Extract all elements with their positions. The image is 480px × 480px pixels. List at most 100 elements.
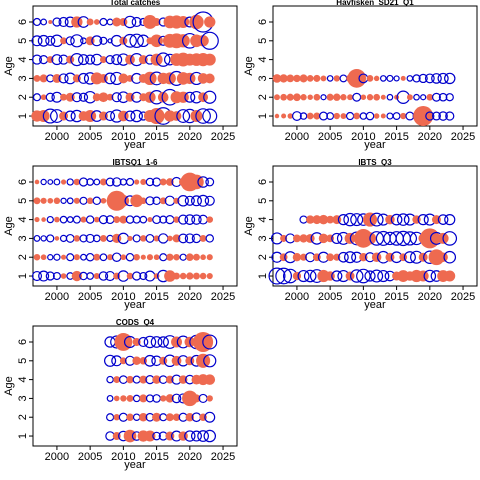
positive-bubble xyxy=(60,254,67,260)
x-tick-label: 2020 xyxy=(418,131,442,143)
negative-bubble xyxy=(106,413,115,422)
negative-bubble xyxy=(445,111,455,121)
negative-bubble xyxy=(159,215,168,224)
negative-bubble xyxy=(138,336,149,348)
negative-bubble xyxy=(444,214,456,226)
positive-bubble xyxy=(48,19,53,24)
positive-bubble xyxy=(192,394,201,403)
positive-bubble xyxy=(71,270,83,282)
y-tick-label: 1 xyxy=(17,273,29,279)
negative-bubble xyxy=(423,269,437,283)
negative-bubble xyxy=(78,54,90,66)
x-tick-label: 2000 xyxy=(45,451,69,463)
y-tick-label: 6 xyxy=(17,179,29,185)
negative-bubble xyxy=(125,177,135,187)
positive-bubble xyxy=(366,75,374,82)
y-tick-label: 4 xyxy=(257,217,269,223)
negative-bubble xyxy=(132,375,141,384)
negative-bubble xyxy=(200,31,219,50)
positive-bubble xyxy=(326,93,334,101)
negative-bubble xyxy=(418,73,428,84)
negative-bubble xyxy=(132,413,141,421)
negative-bubble xyxy=(205,234,215,243)
negative-bubble xyxy=(205,177,215,187)
negative-bubble xyxy=(72,215,81,224)
plot-frame xyxy=(32,325,238,447)
y-tick-label: 4 xyxy=(257,57,269,63)
negative-bubble xyxy=(31,54,43,65)
positive-bubble xyxy=(199,272,207,280)
negative-bubble xyxy=(79,234,88,243)
panel-title: Total catches xyxy=(110,0,161,7)
positive-bubble xyxy=(306,215,315,224)
positive-bubble xyxy=(147,217,153,223)
negative-bubble xyxy=(106,18,114,26)
positive-bubble xyxy=(93,216,100,223)
negative-bubble xyxy=(326,75,334,82)
positive-bubble xyxy=(204,73,215,84)
y-tick-label: 1 xyxy=(257,273,269,279)
positive-bubble xyxy=(184,72,196,85)
panel-title: IBTS_Q3 xyxy=(358,158,392,167)
positive-bubble xyxy=(373,113,380,119)
positive-bubble xyxy=(197,35,209,47)
negative-bubble xyxy=(402,231,418,246)
positive-bubble xyxy=(172,413,181,421)
positive-bubble xyxy=(148,108,165,125)
positive-bubble xyxy=(139,412,148,422)
negative-bubble xyxy=(106,375,114,384)
negative-bubble xyxy=(111,54,123,66)
positive-bubble xyxy=(140,178,147,186)
positive-bubble xyxy=(93,19,100,25)
positive-bubble xyxy=(206,216,214,223)
negative-bubble xyxy=(129,33,144,49)
negative-bubble xyxy=(345,111,355,121)
negative-bubble xyxy=(53,253,61,261)
positive-bubble xyxy=(40,94,47,101)
positive-bubble xyxy=(306,75,314,82)
positive-bubble xyxy=(113,414,120,421)
negative-bubble xyxy=(47,179,54,185)
negative-bubble xyxy=(104,354,117,367)
positive-bubble xyxy=(73,197,80,204)
positive-bubble xyxy=(366,94,374,101)
negative-bubble xyxy=(406,75,414,82)
negative-bubble xyxy=(364,270,376,282)
negative-bubble xyxy=(58,16,69,28)
positive-bubble xyxy=(312,215,322,225)
positive-bubble xyxy=(167,235,173,242)
positive-bubble xyxy=(206,395,213,402)
positive-bubble xyxy=(153,235,160,242)
positive-bubble xyxy=(140,254,146,260)
positive-bubble xyxy=(157,91,169,103)
y-tick-label: 2 xyxy=(17,94,29,100)
negative-bubble xyxy=(78,177,89,187)
negative-bubble xyxy=(79,196,88,205)
x-tick-label: 2005 xyxy=(78,291,102,303)
positive-bubble xyxy=(204,374,216,385)
y-tick-label: 5 xyxy=(257,198,269,204)
positive-bubble xyxy=(164,270,176,282)
negative-bubble xyxy=(132,394,141,403)
negative-bubble xyxy=(32,17,42,27)
positive-bubble xyxy=(281,113,287,119)
positive-bubble xyxy=(326,253,335,262)
positive-bubble xyxy=(126,272,134,280)
negative-bubble xyxy=(40,235,47,242)
positive-bubble xyxy=(417,270,429,282)
negative-bubble xyxy=(204,195,215,206)
positive-bubble xyxy=(165,394,175,403)
positive-bubble xyxy=(60,93,68,101)
positive-bubble xyxy=(274,113,280,119)
negative-bubble xyxy=(92,196,102,206)
negative-bubble xyxy=(111,252,122,262)
positive-bubble xyxy=(134,179,140,185)
positive-bubble xyxy=(203,53,216,66)
positive-bubble xyxy=(118,73,129,84)
positive-bubble xyxy=(173,216,180,223)
negative-bubble xyxy=(52,17,62,27)
negative-bubble xyxy=(85,54,96,65)
negative-bubble xyxy=(343,212,357,227)
y-tick-label: 1 xyxy=(17,433,29,439)
